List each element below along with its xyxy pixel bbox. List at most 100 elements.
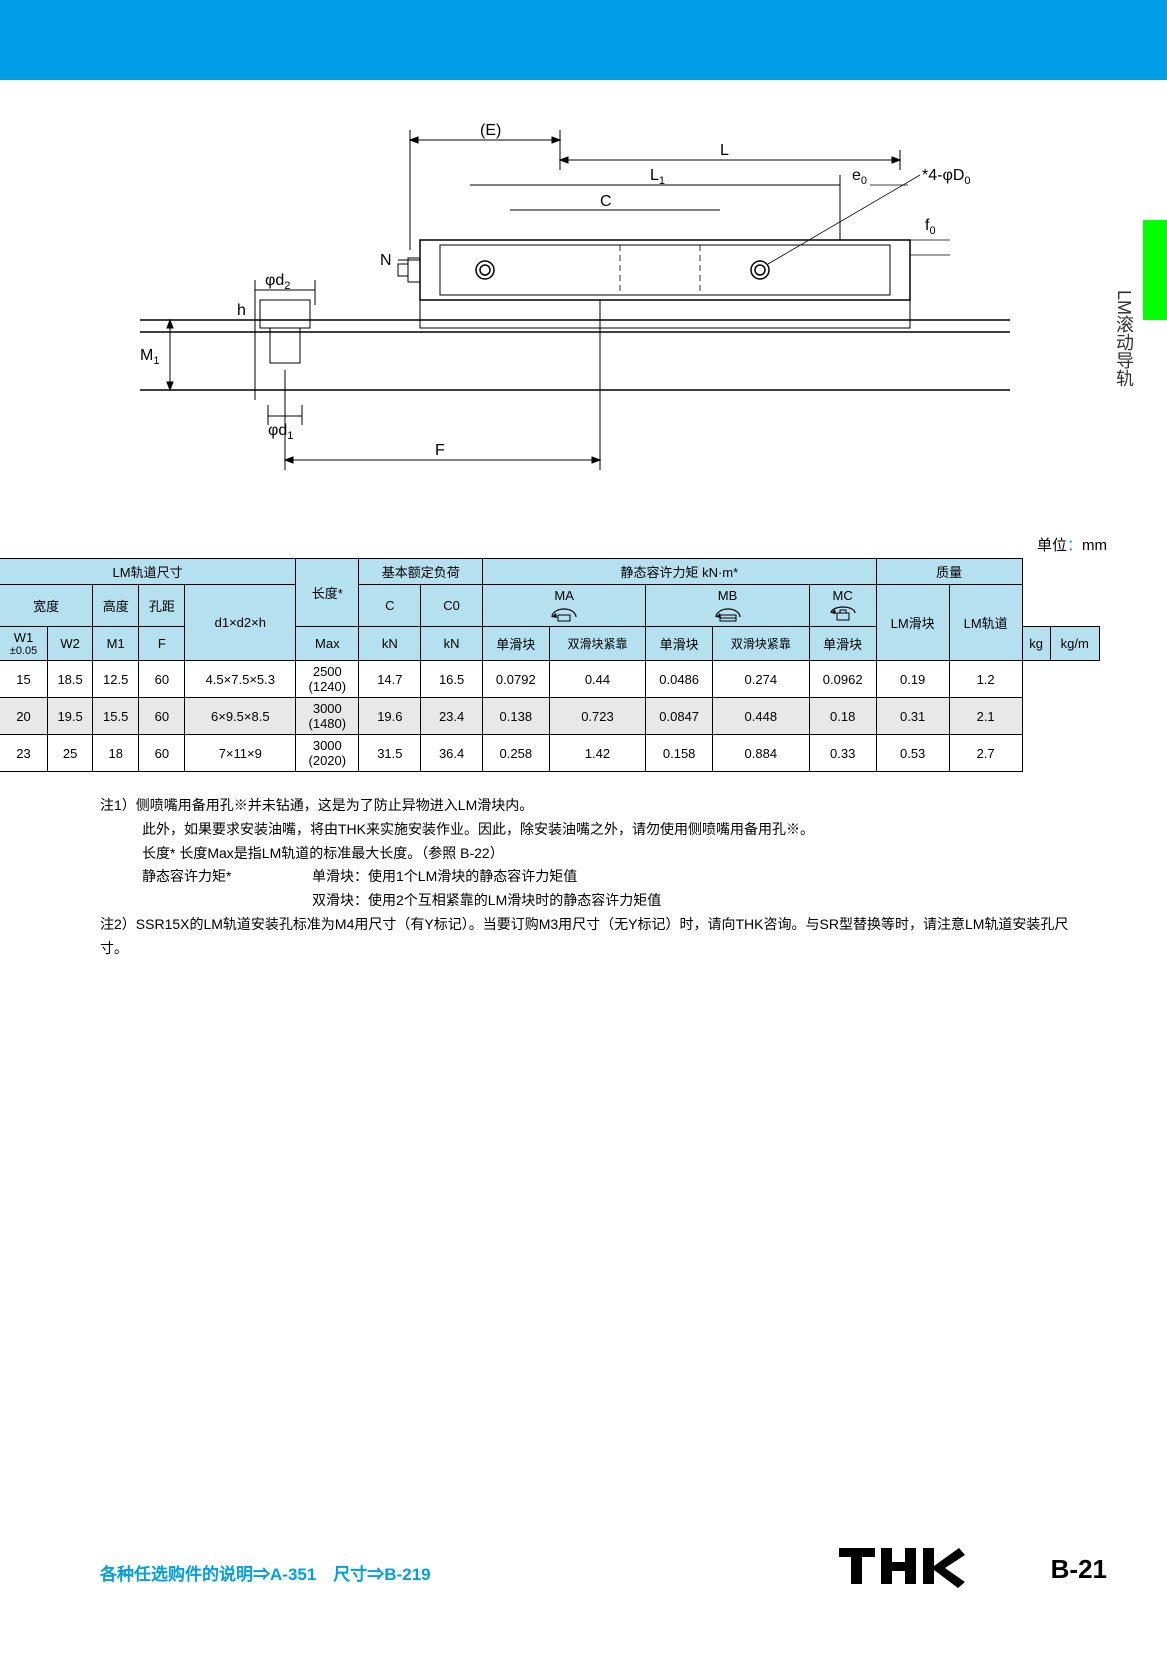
table-row: 232518607×11×93000(2020)31.536.40.2581.4…	[0, 735, 1100, 772]
table-cell: 0.0962	[809, 661, 876, 698]
table-cell: 60	[139, 735, 185, 772]
table-cell: 3000(1480)	[296, 698, 359, 735]
header-c: C	[359, 585, 421, 627]
header-max: Max	[296, 627, 359, 661]
notes-section: 注1）侧喷嘴用备用孔※并未钻通，这是为了防止异物进入LM滑块内。 此外，如果要求…	[100, 794, 1080, 961]
table-cell: 0.138	[483, 698, 550, 735]
header-pitch: 孔距	[139, 585, 185, 627]
table-cell: 31.5	[359, 735, 421, 772]
svg-text:h: h	[237, 302, 246, 319]
table-cell: 2.7	[949, 735, 1022, 772]
table-cell: 0.0847	[646, 698, 713, 735]
table-cell: 0.723	[549, 698, 646, 735]
side-tab	[1143, 220, 1167, 320]
svg-text:f0: f0	[925, 217, 936, 237]
header-w1: W1 ±0.05	[0, 627, 48, 661]
footer-reference: 各种任选购件的说明⇒A-351 尺寸⇒B-219	[100, 1560, 431, 1585]
table-cell: 15.5	[93, 698, 139, 735]
table-cell: 14.7	[359, 661, 421, 698]
header-load: 基本额定负荷	[359, 559, 483, 585]
table-cell: 60	[139, 661, 185, 698]
table-row: 2019.515.5606×9.5×8.53000(1480)19.623.40…	[0, 698, 1100, 735]
svg-text:e0: e0	[852, 167, 867, 187]
table-cell: 15	[0, 661, 48, 698]
table-cell: 0.18	[809, 698, 876, 735]
table-cell: 2.1	[949, 698, 1022, 735]
header-mc: MC	[809, 585, 876, 627]
note-1-line-1: 注1）侧喷嘴用备用孔※并未钻通，这是为了防止异物进入LM滑块内。	[100, 794, 1080, 818]
note-1-line-2: 此外，如果要求安装油嘴，将由THK来实施安装作业。因此，除安装油嘴之外，请勿使用…	[100, 818, 1080, 842]
header-mc-single: 单滑块	[809, 627, 876, 661]
header-lm-rail: LM轨道	[949, 585, 1022, 661]
spec-table: LM轨道尺寸 长度* 基本额定负荷 静态容许力矩 kN·m* 质量 宽度 高度 …	[0, 558, 1100, 772]
table-cell: 0.19	[876, 661, 949, 698]
svg-text:N: N	[380, 252, 392, 269]
table-row: 1518.512.5604.5×7.5×5.32500(1240)14.716.…	[0, 661, 1100, 698]
table-cell: 0.258	[483, 735, 550, 772]
table-cell: 36.4	[421, 735, 483, 772]
header-mb-single: 单滑块	[646, 627, 713, 661]
table-cell: 0.158	[646, 735, 713, 772]
header-moment: 静态容许力矩 kN·m*	[483, 559, 877, 585]
header-c0: C0	[421, 585, 483, 627]
svg-text:L: L	[720, 142, 729, 159]
header-mb-double: 双滑块紧靠	[712, 627, 809, 661]
table-cell: 1.2	[949, 661, 1022, 698]
table-cell: 23.4	[421, 698, 483, 735]
header-ma-double: 双滑块紧靠	[549, 627, 646, 661]
note-2: 注2）SSR15X的LM轨道安装孔标准为M4用尺寸（有Y标记）。当要订购M3用尺…	[100, 913, 1080, 961]
table-cell: 0.53	[876, 735, 949, 772]
svg-text:φd2: φd2	[265, 272, 290, 292]
header-rail: LM轨道尺寸	[0, 559, 296, 585]
svg-text:M1: M1	[140, 347, 159, 367]
svg-text:φd1: φd1	[268, 422, 293, 442]
table-cell: 2500(1240)	[296, 661, 359, 698]
page-number: B-21	[1051, 1554, 1107, 1585]
header-d1d2h: d1×d2×h	[185, 585, 296, 661]
side-label: LM滚动导轨	[1111, 290, 1137, 387]
table-cell: 19.5	[48, 698, 93, 735]
svg-text:(E): (E)	[480, 122, 501, 139]
table-cell: 20	[0, 698, 48, 735]
table-cell: 0.44	[549, 661, 646, 698]
table-cell: 60	[139, 698, 185, 735]
svg-text:L1: L1	[650, 167, 665, 187]
table-cell: 12.5	[93, 661, 139, 698]
table-cell: 3000(2020)	[296, 735, 359, 772]
technical-diagram: (E) L L1 C e0 *4-φD0 f0 N	[140, 120, 1010, 510]
table-cell: 0.33	[809, 735, 876, 772]
header-mb: MB	[646, 585, 809, 627]
table-cell: 0.274	[712, 661, 809, 698]
header-mass: 质量	[876, 559, 1022, 585]
table-cell: 18.5	[48, 661, 93, 698]
header-height: 高度	[93, 585, 139, 627]
top-bar	[0, 0, 1167, 80]
svg-text:*4-φD0: *4-φD0	[922, 167, 971, 187]
header-width: 宽度	[0, 585, 93, 627]
svg-text:F: F	[435, 442, 445, 459]
header-kn2: kN	[421, 627, 483, 661]
header-kg: kg	[1022, 627, 1050, 661]
note-1-line-5: 双滑块：使用2个互相紧靠的LM滑块时的静态容许力矩值	[100, 889, 1080, 913]
table-cell: 0.884	[712, 735, 809, 772]
table-cell: 7×11×9	[185, 735, 296, 772]
header-length: 长度*	[296, 559, 359, 627]
svg-text:C: C	[600, 193, 612, 210]
table-cell: 16.5	[421, 661, 483, 698]
table-cell: 0.448	[712, 698, 809, 735]
header-ma: MA	[483, 585, 646, 627]
table-cell: 25	[48, 735, 93, 772]
table-cell: 0.31	[876, 698, 949, 735]
header-kn1: kN	[359, 627, 421, 661]
header-lm-block: LM滑块	[876, 585, 949, 661]
header-kgm: kg/m	[1050, 627, 1099, 661]
header-ma-single: 单滑块	[483, 627, 550, 661]
table-cell: 4.5×7.5×5.3	[185, 661, 296, 698]
header-m1: M1	[93, 627, 139, 661]
note-1-line-3: 长度* 长度Max是指LM轨道的标准最大长度。（参照 B-22）	[100, 842, 1080, 866]
unit-label: 单位：mm	[1037, 534, 1107, 555]
table-cell: 18	[93, 735, 139, 772]
table-cell: 0.0792	[483, 661, 550, 698]
table-cell: 6×9.5×8.5	[185, 698, 296, 735]
thk-logo	[837, 1542, 967, 1593]
